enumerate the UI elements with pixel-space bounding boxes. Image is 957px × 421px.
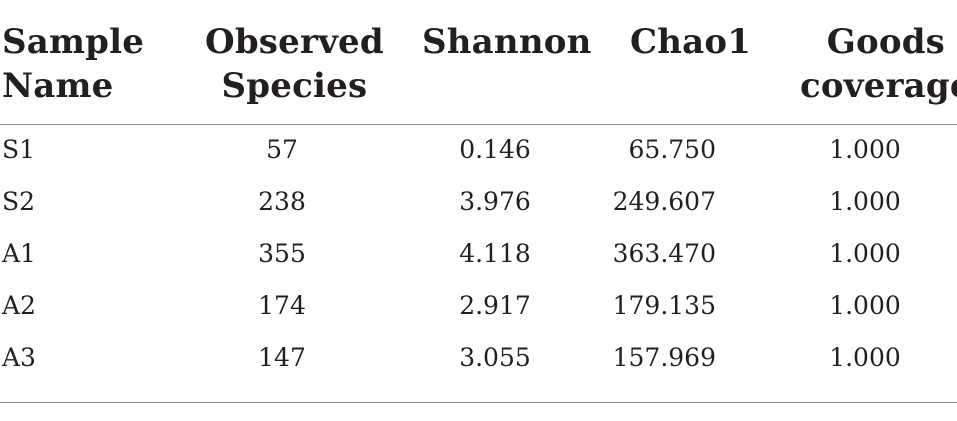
- table-bottom-rule: [0, 402, 957, 403]
- table-row: A1 355 4.118 363.470 1.000: [0, 228, 957, 280]
- cell-chao1: 363.470: [612, 239, 716, 268]
- header-chao1: Chao1: [630, 20, 751, 64]
- table-row: A3 147 3.055 157.969 1.000: [0, 332, 957, 384]
- cell-chao1: 179.135: [612, 291, 716, 320]
- cell-goods-coverage: 1.000: [829, 135, 901, 164]
- cell-observed-species: 238: [258, 187, 306, 216]
- header-goods-coverage: Goods coverage: [800, 20, 957, 108]
- header-text: Sample: [2, 22, 145, 62]
- cell-goods-coverage: 1.000: [829, 291, 901, 320]
- cell-shannon: 2.917: [459, 291, 531, 320]
- table-row: A2 174 2.917 179.135 1.000: [0, 280, 957, 332]
- cell-observed-species: 174: [258, 291, 306, 320]
- cell-chao1: 157.969: [612, 343, 716, 372]
- cell-sample-name: S2: [2, 187, 36, 216]
- header-shannon: Shannon: [422, 20, 592, 64]
- cell-sample-name: A2: [2, 291, 36, 320]
- header-text: Goods: [826, 22, 946, 62]
- header-observed-species: Observed Species: [205, 20, 384, 108]
- cell-sample-name: A3: [2, 343, 36, 372]
- cell-shannon: 4.118: [459, 239, 531, 268]
- header-text: Species: [221, 66, 368, 106]
- cell-observed-species: 57: [266, 135, 298, 164]
- header-text: Shannon: [422, 22, 592, 62]
- cell-shannon: 3.976: [459, 187, 531, 216]
- cell-sample-name: S1: [2, 135, 36, 164]
- table-row: S1 57 0.146 65.750 1.000: [0, 124, 957, 176]
- cell-goods-coverage: 1.000: [829, 187, 901, 216]
- cell-observed-species: 355: [258, 239, 306, 268]
- header-text: Name: [2, 66, 114, 106]
- cell-observed-species: 147: [258, 343, 306, 372]
- cell-shannon: 3.055: [459, 343, 531, 372]
- header-text: Chao1: [630, 22, 752, 62]
- cell-goods-coverage: 1.000: [829, 239, 901, 268]
- header-text: Observed: [205, 22, 384, 62]
- cell-chao1: 249.607: [612, 187, 716, 216]
- header-sample-name: Sample Name: [2, 20, 144, 108]
- cell-sample-name: A1: [2, 239, 36, 268]
- header-text: coverage: [800, 66, 957, 106]
- header-divider: [0, 124, 957, 125]
- cell-shannon: 0.146: [459, 135, 531, 164]
- cell-chao1: 65.750: [628, 135, 716, 164]
- cell-goods-coverage: 1.000: [829, 343, 901, 372]
- table-row: S2 238 3.976 249.607 1.000: [0, 176, 957, 228]
